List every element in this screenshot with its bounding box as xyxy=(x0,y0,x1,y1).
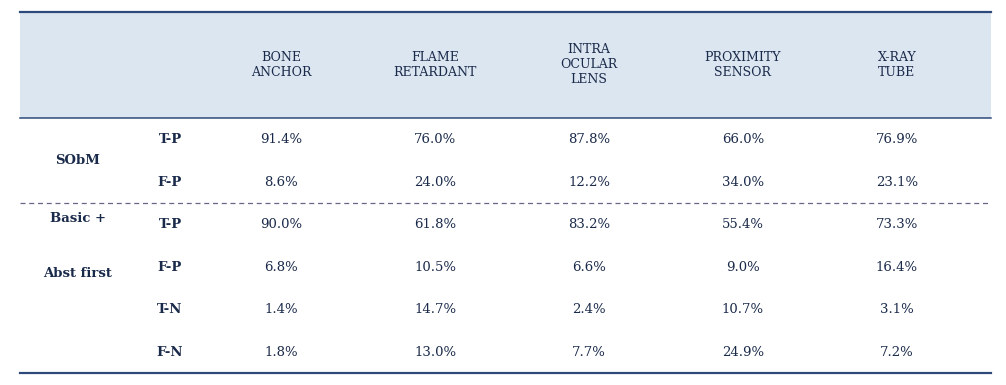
Text: T-P: T-P xyxy=(158,218,182,231)
Text: 90.0%: 90.0% xyxy=(261,218,302,231)
Text: 10.7%: 10.7% xyxy=(722,303,764,316)
Text: FLAME
RETARDANT: FLAME RETARDANT xyxy=(393,51,477,79)
Text: 8.6%: 8.6% xyxy=(265,176,298,189)
Bar xyxy=(20,12,991,118)
Text: 3.1%: 3.1% xyxy=(880,303,913,316)
Text: 83.2%: 83.2% xyxy=(568,218,610,231)
Text: 10.5%: 10.5% xyxy=(414,261,456,274)
Text: 14.7%: 14.7% xyxy=(414,303,456,316)
Text: 66.0%: 66.0% xyxy=(722,133,764,146)
Text: X-RAY
TUBE: X-RAY TUBE xyxy=(877,51,916,79)
Text: 76.0%: 76.0% xyxy=(414,133,456,146)
Text: 6.6%: 6.6% xyxy=(572,261,606,274)
Text: INTRA
OCULAR
LENS: INTRA OCULAR LENS xyxy=(560,44,618,86)
Text: 7.2%: 7.2% xyxy=(880,346,913,359)
Text: 73.3%: 73.3% xyxy=(875,218,918,231)
Text: 1.8%: 1.8% xyxy=(265,346,298,359)
Text: 91.4%: 91.4% xyxy=(261,133,302,146)
Text: 55.4%: 55.4% xyxy=(722,218,764,231)
Text: T-N: T-N xyxy=(157,303,183,316)
Text: 24.9%: 24.9% xyxy=(722,346,764,359)
Text: BONE
ANCHOR: BONE ANCHOR xyxy=(250,51,312,79)
Text: 1.4%: 1.4% xyxy=(265,303,298,316)
Text: T-P: T-P xyxy=(158,133,182,146)
Text: 23.1%: 23.1% xyxy=(876,176,917,189)
Text: 2.4%: 2.4% xyxy=(572,303,606,316)
Text: 12.2%: 12.2% xyxy=(568,176,610,189)
Text: 87.8%: 87.8% xyxy=(568,133,610,146)
Text: 16.4%: 16.4% xyxy=(876,261,917,274)
Text: 13.0%: 13.0% xyxy=(414,346,456,359)
Text: F-P: F-P xyxy=(158,261,182,274)
Text: 61.8%: 61.8% xyxy=(414,218,456,231)
Text: 6.8%: 6.8% xyxy=(265,261,298,274)
Text: 9.0%: 9.0% xyxy=(726,261,760,274)
Text: 34.0%: 34.0% xyxy=(722,176,764,189)
Text: 7.7%: 7.7% xyxy=(572,346,606,359)
Text: SObM: SObM xyxy=(55,154,101,167)
Text: PROXIMITY
SENSOR: PROXIMITY SENSOR xyxy=(704,51,782,79)
Text: Basic +: Basic + xyxy=(50,212,106,225)
Text: F-N: F-N xyxy=(157,346,183,359)
Text: 76.9%: 76.9% xyxy=(875,133,918,146)
Text: F-P: F-P xyxy=(158,176,182,189)
Text: 24.0%: 24.0% xyxy=(414,176,456,189)
Text: Abst first: Abst first xyxy=(43,267,113,280)
